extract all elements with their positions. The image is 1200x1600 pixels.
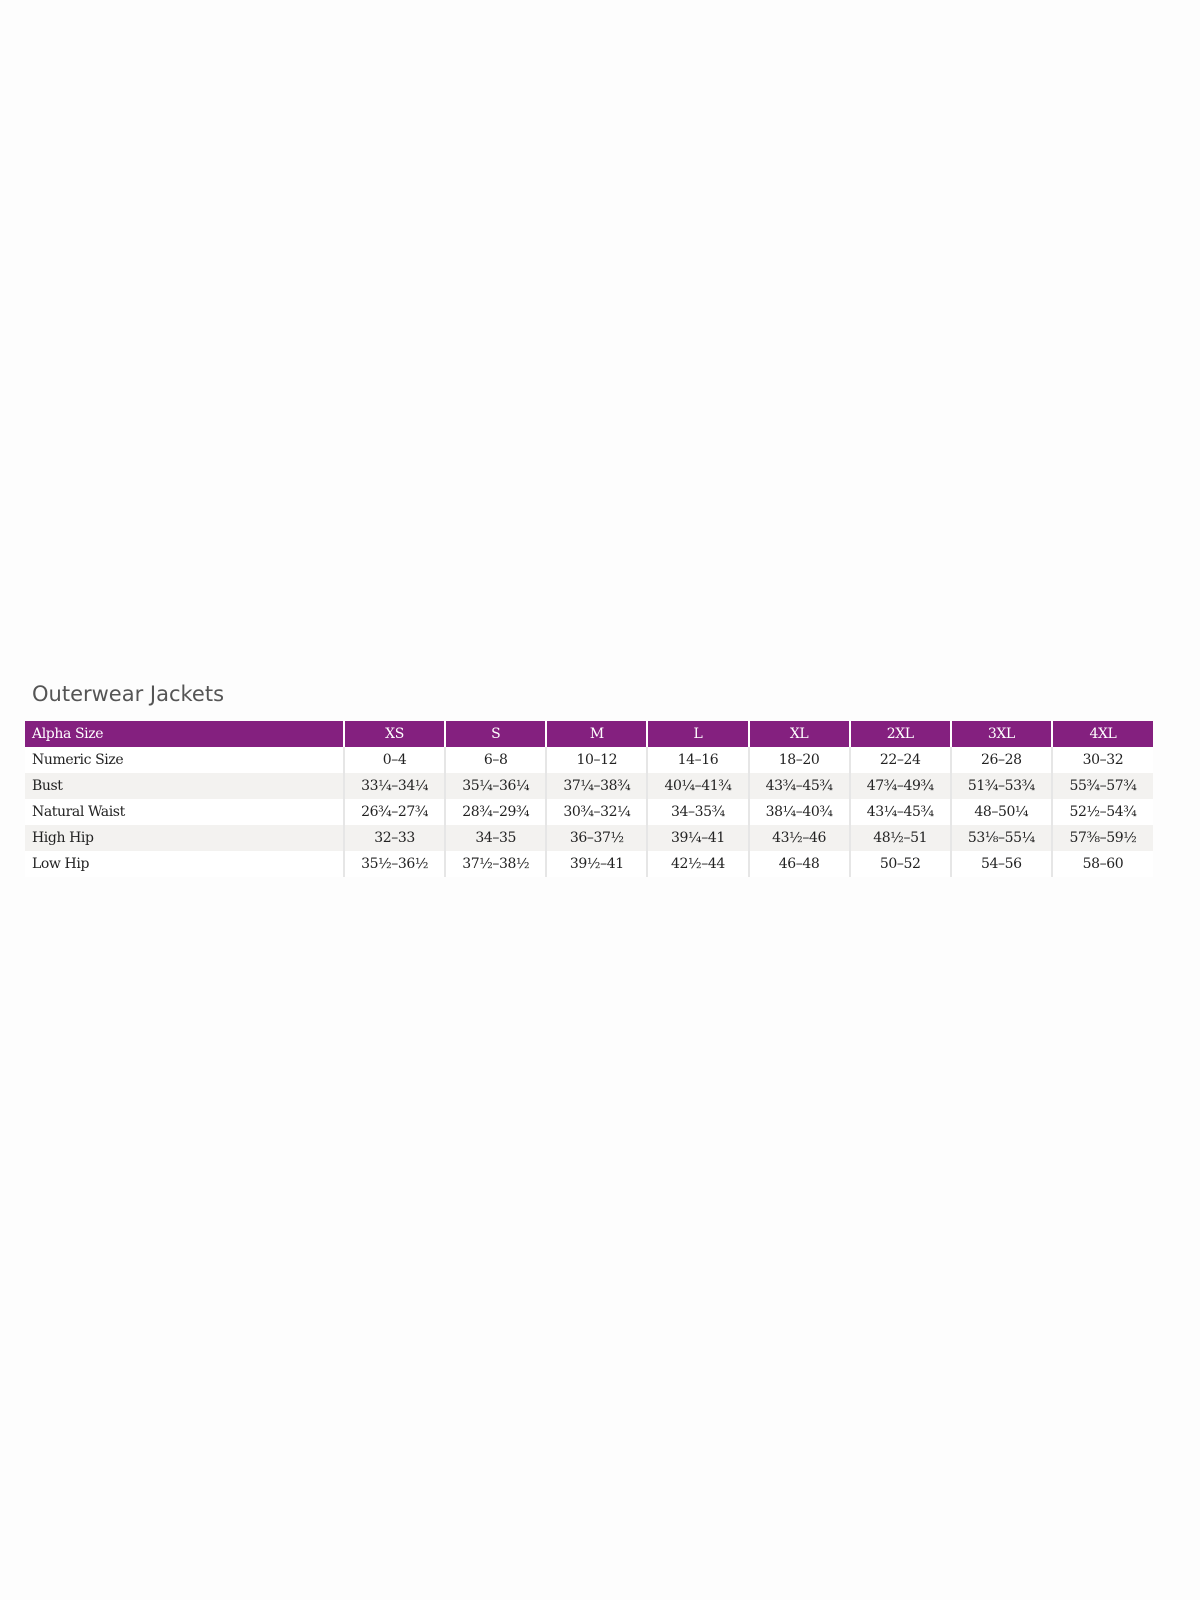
table-row: Low Hip 35½–36½ 37½–38½ 39½–41 42½–44 46–48 50… <box>25 851 1153 877</box>
header-row: Alpha Size XS S M L XL 2XL 3XL 4XL <box>25 721 1153 747</box>
header-size: XL <box>747 721 850 747</box>
table-cell: 42½–44 <box>646 851 749 877</box>
header-size: 4XL <box>1050 721 1153 747</box>
table-cell: 48–50¼ <box>949 799 1052 825</box>
header-size: M <box>545 721 648 747</box>
table-cell: 43¼–45¾ <box>848 799 951 825</box>
table-cell: 14–16 <box>646 747 749 773</box>
table-cell: 28¾–29¾ <box>444 799 547 825</box>
row-label: Natural Waist <box>25 799 344 825</box>
table-cell: 26¾–27¾ <box>342 799 446 825</box>
table-cell: 30¾–32¼ <box>545 799 648 825</box>
table-cell: 6–8 <box>444 747 547 773</box>
table-row: Numeric Size 0–4 6–8 10–12 14–16 18–20 22–24 26… <box>25 747 1153 773</box>
table-cell: 39¼–41 <box>646 825 749 851</box>
table-cell: 22–24 <box>848 747 951 773</box>
table-cell: 34–35 <box>444 825 547 851</box>
table-row: Bust 33¼–34¼ 35¼–36¼ 37¼–38¾ 40¼–41¾ 43¾–45¾ 4… <box>25 773 1153 799</box>
table-cell: 48½–51 <box>848 825 951 851</box>
table-cell: 39½–41 <box>545 851 648 877</box>
header-size: L <box>646 721 749 747</box>
row-label: Low Hip <box>25 851 344 877</box>
table-cell: 51¾–53¾ <box>949 773 1052 799</box>
size-chart-table: Alpha Size XS S M L XL 2XL 3XL 4XL Numeric Size 0… <box>25 721 1153 877</box>
table-cell: 18–20 <box>747 747 850 773</box>
table-cell: 58–60 <box>1050 851 1153 877</box>
table-cell: 37½–38½ <box>444 851 547 877</box>
table-cell: 0–4 <box>342 747 446 773</box>
table-cell: 53⅛–55¼ <box>949 825 1052 851</box>
row-label: Bust <box>25 773 344 799</box>
header-size: S <box>444 721 547 747</box>
table-cell: 50–52 <box>848 851 951 877</box>
table-cell: 52½–54¾ <box>1050 799 1153 825</box>
table-cell: 55¾–57¾ <box>1050 773 1153 799</box>
table-cell: 10–12 <box>545 747 648 773</box>
table-row: Natural Waist 26¾–27¾ 28¾–29¾ 30¾–32¼ 34–35¾… <box>25 799 1153 825</box>
header-size: XS <box>342 721 446 747</box>
header-row-label: Alpha Size <box>25 721 344 747</box>
table-cell: 32–33 <box>342 825 446 851</box>
table-cell: 36–37½ <box>545 825 648 851</box>
header-size: 2XL <box>848 721 951 747</box>
table-cell: 26–28 <box>949 747 1052 773</box>
row-label: High Hip <box>25 825 344 851</box>
table-cell: 35¼–36¼ <box>444 773 547 799</box>
table-cell: 54–56 <box>949 851 1052 877</box>
table-cell: 40¼–41¾ <box>646 773 749 799</box>
table-cell: 46–48 <box>747 851 850 877</box>
table-cell: 57⅜–59½ <box>1050 825 1153 851</box>
table-cell: 43½–46 <box>747 825 850 851</box>
table-cell: 30–32 <box>1050 747 1153 773</box>
table-cell: 35½–36½ <box>342 851 446 877</box>
table-cell: 37¼–38¾ <box>545 773 648 799</box>
table-cell: 34–35¾ <box>646 799 749 825</box>
table-cell: 43¾–45¾ <box>747 773 850 799</box>
table-cell: 47¾–49¾ <box>848 773 951 799</box>
row-label: Numeric Size <box>25 747 344 773</box>
table-row: High Hip 32–33 34–35 36–37½ 39¼–41 43½–46 48½–… <box>25 825 1153 851</box>
header-size: 3XL <box>949 721 1052 747</box>
table-cell: 33¼–34¼ <box>342 773 446 799</box>
table-cell: 38¼–40¾ <box>747 799 850 825</box>
page-title: Outerwear Jackets <box>32 682 225 706</box>
